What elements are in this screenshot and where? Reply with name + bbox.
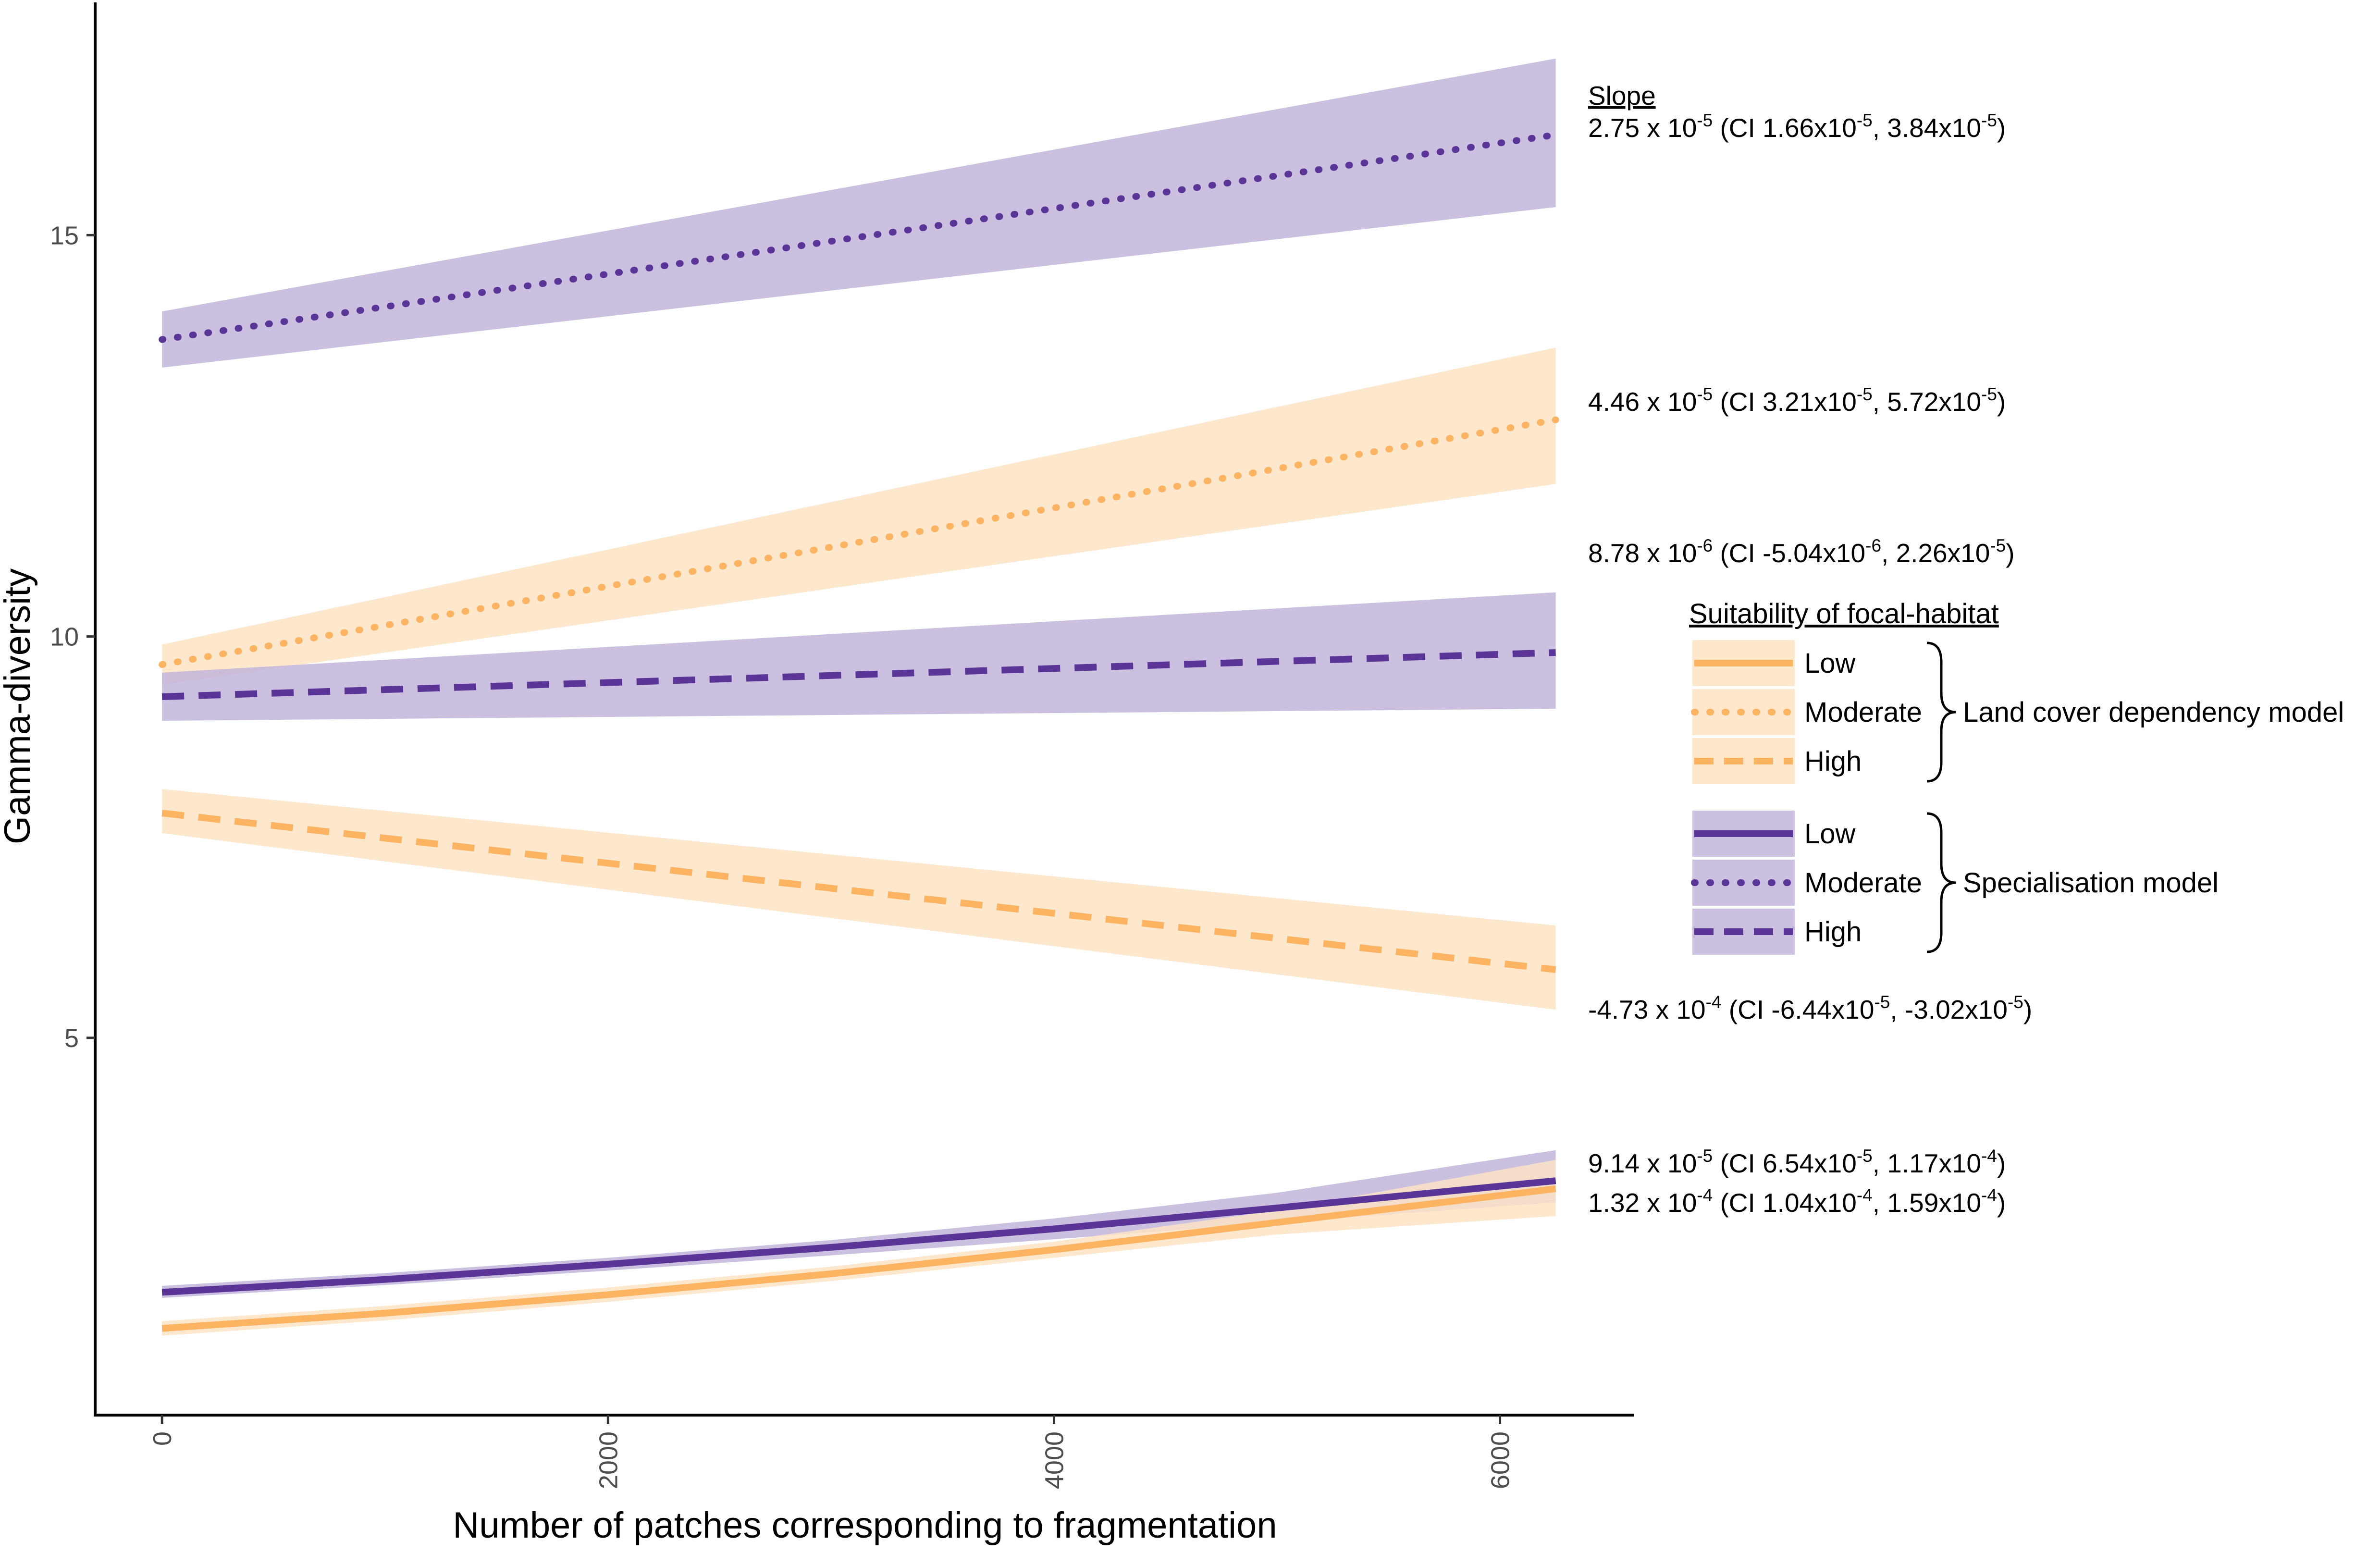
slope-annotation: -4.73 x 10-4 (CI -6.44x10-5, -3.02x10-5) <box>1588 992 2032 1024</box>
slope-exponent: -4 <box>1981 1185 1997 1205</box>
legend-group-brace <box>1926 641 1956 783</box>
legend-group-label: Land cover dependency model <box>1963 697 2344 728</box>
slope-text: 1.32 x 10 <box>1588 1188 1697 1218</box>
legend-item-label: Moderate <box>1804 867 1922 899</box>
slope-annotations: Slope 2.75 x 10-5 (CI 1.66x10-5, 3.84x10… <box>1588 81 2032 1218</box>
slope-text: 9.14 x 10 <box>1588 1148 1697 1178</box>
slope-text: (CI 1.66x10 <box>1713 113 1857 143</box>
legend-item-label: Moderate <box>1804 697 1922 728</box>
slope-text: ) <box>1997 1148 2006 1178</box>
slope-exponent: -5 <box>1990 536 2006 555</box>
slope-text: ) <box>2006 538 2014 568</box>
slope-text: ) <box>1997 1188 2006 1218</box>
series-line-land_cover-low <box>161 1185 1556 1332</box>
slope-exponent: -6 <box>1865 536 1881 555</box>
slope-exponent: -5 <box>1697 111 1713 130</box>
slope-text: (CI -5.04x10 <box>1713 538 1865 568</box>
series-line-specialisation-high <box>161 649 1556 700</box>
slope-text: 2.75 x 10 <box>1588 113 1697 143</box>
slope-exponent: -5 <box>1981 111 1997 130</box>
slope-exponent: -4 <box>1857 1185 1873 1205</box>
slope-text: , 1.17x10 <box>1873 1148 1981 1178</box>
y-tick-label: 10 <box>50 623 79 652</box>
ci-band-specialisation-moderate <box>162 58 1556 368</box>
slope-exponent: -5 <box>1697 1146 1713 1166</box>
series-line-specialisation-moderate <box>159 131 1559 343</box>
slope-annotation: 9.14 x 10-5 (CI 6.54x10-5, 1.17x10-4) <box>1588 1146 2006 1178</box>
x-tick-label: 4000 <box>1040 1431 1069 1489</box>
slope-exponent: -4 <box>1981 1146 1997 1166</box>
slope-exponent: -5 <box>1857 384 1873 404</box>
slope-exponent: -5 <box>1874 992 1890 1012</box>
slope-text: (CI 3.21x10 <box>1713 387 1857 417</box>
slope-text: ) <box>1997 387 2006 417</box>
y-tick-label: 15 <box>50 221 79 250</box>
slope-text: , -3.02x10 <box>1890 995 2008 1024</box>
x-axis-title: Number of patches corresponding to fragm… <box>453 1505 1277 1546</box>
axis-ticks: 0 2000 4000 6000 5 10 15 <box>50 221 1515 1489</box>
legend: Suitability of focal-habitat Low Moderate… <box>1689 598 2344 957</box>
slope-text: (CI 6.54x10 <box>1713 1148 1857 1178</box>
legend-item-label: High <box>1804 746 1862 777</box>
slope-text: , 5.72x10 <box>1873 387 1981 417</box>
slope-text: (CI 1.04x10 <box>1713 1188 1857 1218</box>
x-tick-label: 6000 <box>1486 1431 1515 1489</box>
slope-text: ) <box>1997 113 2006 143</box>
slope-exponent: -4 <box>1697 1185 1713 1205</box>
slope-text: ) <box>2023 995 2032 1024</box>
slope-text: , 3.84x10 <box>1873 113 1981 143</box>
slope-exponent: -5 <box>1857 1146 1873 1166</box>
slope-exponent: -5 <box>1981 384 1997 404</box>
axes <box>94 2 1634 1417</box>
slope-exponent: -5 <box>2008 992 2023 1012</box>
slope-exponent: -6 <box>1697 536 1713 555</box>
y-axis-title: Gamma-diversity <box>0 568 38 844</box>
series-line-specialisation-low <box>161 1177 1556 1296</box>
slope-annotation: 8.78 x 10-6 (CI -5.04x10-6, 2.26x10-5) <box>1588 536 2015 568</box>
series-line-land_cover-moderate <box>159 416 1559 668</box>
slope-text: 4.46 x 10 <box>1588 387 1697 417</box>
x-tick-label: 2000 <box>594 1431 623 1489</box>
slope-exponent: -5 <box>1697 384 1713 404</box>
slope-annotation: 2.75 x 10-5 (CI 1.66x10-5, 3.84x10-5) <box>1588 111 2006 143</box>
slope-text: 8.78 x 10 <box>1588 538 1697 568</box>
slope-annotation: 4.46 x 10-5 (CI 3.21x10-5, 5.72x10-5) <box>1588 384 2006 417</box>
x-tick-label: 0 <box>148 1431 177 1446</box>
y-tick-label: 5 <box>64 1024 79 1053</box>
legend-item-label: Low <box>1804 818 1856 850</box>
confidence-bands <box>162 58 1556 1336</box>
legend-title: Suitability of focal-habitat <box>1689 598 1999 629</box>
slope-text: , 2.26x10 <box>1881 538 1990 568</box>
legend-item-label: Low <box>1804 648 1856 679</box>
fitted-lines <box>159 131 1559 1332</box>
slope-text: -4.73 x 10 <box>1588 995 1706 1024</box>
slope-heading: Slope <box>1588 81 1656 111</box>
legend-group-label: Specialisation model <box>1963 867 2219 899</box>
legend-group-brace <box>1926 812 1956 953</box>
slope-exponent: -5 <box>1857 111 1873 130</box>
ci-band-land_cover-high <box>162 789 1556 1010</box>
slope-annotation: 1.32 x 10-4 (CI 1.04x10-4, 1.59x10-4) <box>1588 1185 2006 1218</box>
legend-item-label: High <box>1804 916 1862 948</box>
series-line-land_cover-high <box>161 810 1556 973</box>
slope-text: , 1.59x10 <box>1873 1188 1981 1218</box>
slope-text: (CI -6.44x10 <box>1722 995 1874 1024</box>
slope-exponent: -4 <box>1706 992 1722 1012</box>
